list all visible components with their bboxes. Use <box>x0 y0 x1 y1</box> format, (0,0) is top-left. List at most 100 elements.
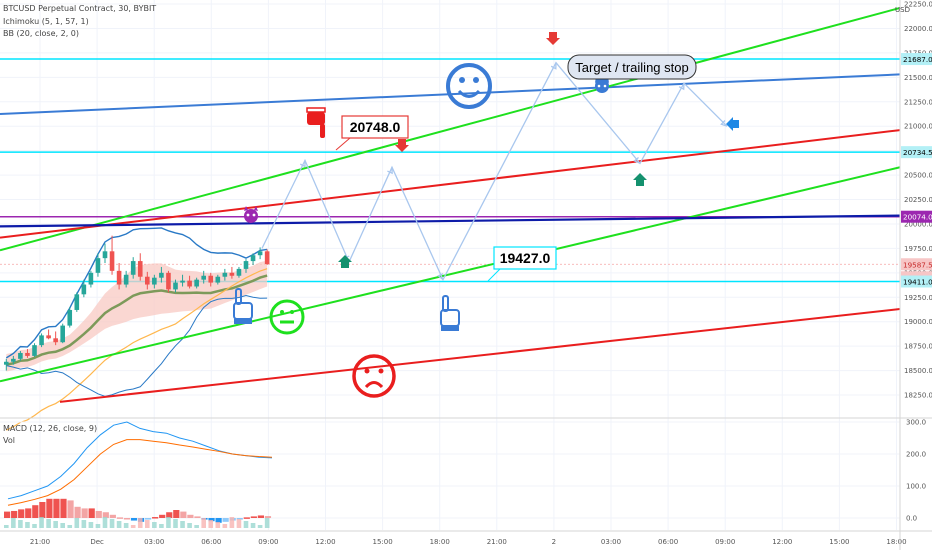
macd-histogram-bar <box>222 518 229 522</box>
projection-arrowhead <box>678 83 685 91</box>
macd-histogram-bar <box>243 517 250 519</box>
volume-bar <box>32 524 37 528</box>
volume-bar <box>46 519 51 528</box>
left-arrow-icon <box>726 117 739 131</box>
volume-bar <box>88 522 94 528</box>
volume-bar <box>264 518 270 528</box>
projection-arrowhead <box>720 120 728 127</box>
candle-body <box>11 358 16 362</box>
macd-panel: 300.0 200.0 100.0 0.0 <box>0 419 926 528</box>
macd-histogram-bar <box>74 506 81 518</box>
price-tick: 21500.0 <box>904 74 932 82</box>
time-tick: Dec <box>90 538 104 546</box>
macd-histogram-bar <box>236 518 243 520</box>
candle-body <box>4 361 9 365</box>
cloud-area <box>6 260 268 372</box>
up-arrow-icon <box>633 173 647 186</box>
candle-body <box>229 272 235 276</box>
projection-arrowhead <box>299 160 306 168</box>
candle-body <box>60 325 65 343</box>
lagging-span <box>6 268 268 431</box>
macd-histogram-bar <box>145 518 152 520</box>
projection-arrowhead <box>633 157 641 164</box>
volume-bar <box>243 521 249 528</box>
volume-bar <box>201 518 206 528</box>
candle-body <box>95 258 101 273</box>
sad-face-icon <box>352 354 396 398</box>
macd-histogram-bar <box>95 510 102 518</box>
macd-histogram-bar <box>173 510 180 518</box>
volume-bar <box>109 519 115 528</box>
price-tag-bg <box>901 146 932 159</box>
volume-bar <box>11 518 16 528</box>
macd-histogram-bar <box>215 518 222 523</box>
macd-histogram-bar <box>180 511 187 518</box>
label-high-text: 20748.0 <box>350 119 401 135</box>
volume-bar <box>102 517 108 528</box>
bb-legend[interactable]: BB (20, close, 2, 0) <box>3 29 79 38</box>
macd-tick: 200.0 <box>906 451 926 459</box>
signal-line <box>7 439 273 506</box>
volume-bar <box>194 525 199 528</box>
macd-histogram-bar <box>60 498 67 518</box>
macd-histogram-bar <box>264 516 272 518</box>
green-channel-upper <box>0 6 901 252</box>
bb-lower <box>6 294 268 397</box>
time-tick: 21:00 <box>30 538 50 546</box>
time-tick: 15:00 <box>829 538 849 546</box>
macd-histogram-bar <box>166 512 173 518</box>
price-tag-bg <box>901 53 932 66</box>
macd-histogram-bar <box>123 518 131 520</box>
candle-body <box>166 272 171 290</box>
time-tick: 03:00 <box>601 538 621 546</box>
macd-histogram-bar <box>81 508 88 518</box>
symbol-legend[interactable]: BTCUSD Perpetual Contract, 30, BYBIT <box>3 4 157 13</box>
price-tag-bg <box>901 275 932 288</box>
label-low-text: 19427.0 <box>500 250 551 266</box>
volume-bar <box>25 522 30 528</box>
red-channel-lower <box>59 307 901 403</box>
candle-body <box>187 280 192 287</box>
price-tag: 19411.0 <box>901 275 932 288</box>
time-tick: 12:00 <box>772 538 792 546</box>
macd-histogram-bar <box>152 517 159 519</box>
candle-body <box>145 276 150 285</box>
candle-body <box>123 274 129 285</box>
projection-arrowhead <box>387 167 393 175</box>
ichimoku-legend[interactable]: Ichimoku (5, 1, 57, 1) <box>3 17 89 26</box>
volume-bar <box>208 520 214 528</box>
volume-bar <box>180 521 185 528</box>
candle-body <box>88 272 94 285</box>
projection-arrowhead <box>550 62 557 70</box>
neutral-face-icon <box>269 299 305 335</box>
volume-bar <box>60 523 65 528</box>
macd-tick: 100.0 <box>906 483 926 491</box>
candlesticks <box>4 235 270 371</box>
green-channel-lower <box>0 166 901 383</box>
projected-path <box>261 61 728 282</box>
candle-body <box>173 282 178 290</box>
candle-body <box>201 275 206 280</box>
macd-histogram-bar <box>208 518 215 522</box>
happy-face-icon <box>446 63 492 109</box>
price-tick: 18750.0 <box>904 343 932 351</box>
price-tag: 20074.0 <box>901 210 932 223</box>
macd-histogram-bar <box>257 515 264 518</box>
price-tick: 20250.0 <box>904 196 932 204</box>
red-channel-upper <box>0 129 901 239</box>
volume-bar <box>166 517 171 528</box>
macd-histogram-bar <box>18 509 25 518</box>
ichimoku-cloud <box>6 260 268 431</box>
candle-body <box>25 352 30 356</box>
price-tick: 19250.0 <box>904 294 932 302</box>
candle-body <box>109 251 115 271</box>
up-arrow-icon <box>338 255 352 268</box>
price-tag: 20734.5 <box>901 146 932 159</box>
price-tick: 20000.0 <box>904 220 932 228</box>
vol-legend[interactable]: Vol <box>3 436 15 445</box>
macd-legend[interactable]: MACD (12, 26, close, 9) <box>3 424 98 433</box>
price-tick: 20500.0 <box>904 172 932 180</box>
time-tick: 09:00 <box>715 538 735 546</box>
